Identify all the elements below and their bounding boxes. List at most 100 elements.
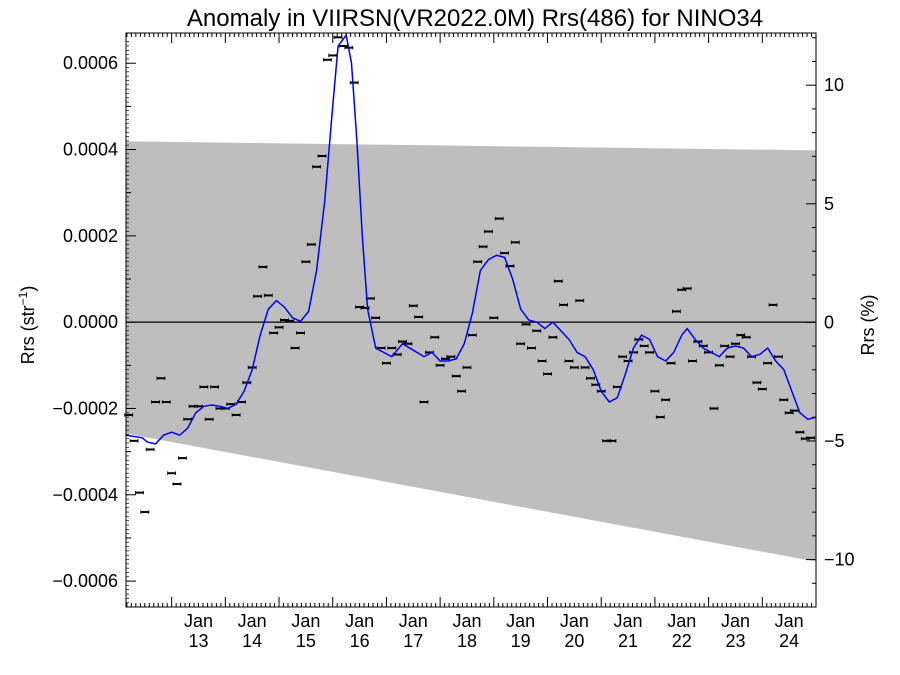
data-point	[516, 341, 526, 346]
data-point	[639, 344, 649, 348]
data-point	[741, 335, 751, 340]
data-point	[623, 359, 633, 363]
data-point	[199, 385, 209, 389]
x-tick-label: Jan	[721, 611, 750, 631]
data-point	[569, 365, 579, 370]
x-tick-label: Jan	[452, 611, 481, 631]
x-tick-label-year: 16	[350, 631, 370, 651]
data-point	[161, 400, 171, 404]
data-point	[140, 510, 150, 514]
x-tick-label: Jan	[238, 611, 267, 631]
data-point	[768, 303, 778, 307]
data-point	[682, 286, 692, 291]
data-point	[763, 361, 773, 365]
data-point	[521, 322, 531, 327]
data-point	[382, 361, 391, 365]
data-point	[688, 359, 697, 363]
data-point	[618, 354, 628, 359]
y-left-tick-label: 0.0004	[63, 140, 118, 160]
data-point	[553, 279, 563, 283]
data-point	[435, 363, 445, 368]
x-tick-label: Jan	[667, 611, 696, 631]
monthly-points-layer	[124, 35, 816, 514]
data-point	[328, 53, 338, 58]
data-point	[543, 372, 552, 376]
data-point	[301, 259, 311, 264]
y-right-tick-label: 10	[824, 75, 844, 95]
y-left-tick-label: 0.0002	[63, 226, 118, 246]
x-tick-label: Jan	[399, 611, 428, 631]
y-right-tick-label: 0	[824, 312, 834, 332]
data-point	[473, 259, 483, 264]
y-left-axis-label: Rrs (str−1)	[16, 286, 38, 365]
data-point	[269, 331, 279, 335]
data-point	[709, 406, 719, 411]
data-point	[580, 365, 590, 370]
data-point	[489, 316, 499, 320]
uncertainty-band-layer	[126, 141, 816, 562]
data-point	[167, 471, 177, 476]
x-tick-label-year: 13	[188, 631, 208, 651]
data-point	[661, 398, 671, 402]
data-point	[548, 335, 558, 340]
data-point	[586, 376, 595, 381]
data-point	[408, 303, 418, 308]
data-point	[135, 490, 144, 495]
data-point	[129, 439, 139, 443]
y-left-tick-label: 0.0000	[63, 312, 118, 332]
y-left-axis-label-superscript: −1	[16, 291, 30, 305]
data-point	[795, 430, 805, 435]
data-point	[510, 240, 520, 245]
data-point	[231, 413, 241, 417]
data-point	[333, 35, 343, 40]
data-point	[650, 389, 660, 394]
data-point	[806, 436, 816, 440]
x-tick-label-year: 15	[296, 631, 316, 651]
data-point	[451, 374, 461, 378]
data-point	[671, 309, 681, 314]
data-point	[779, 398, 789, 402]
data-point	[478, 244, 488, 249]
y-left-tick-label: −0.0004	[52, 485, 118, 505]
data-point	[655, 415, 665, 419]
y-right-axis-label: Rrs (%)	[858, 295, 878, 356]
data-point	[645, 350, 654, 355]
data-point	[290, 346, 300, 350]
data-point	[204, 417, 214, 422]
y-right-tick-label: −5	[824, 431, 845, 451]
data-point	[559, 303, 569, 307]
data-point	[296, 331, 305, 335]
data-point	[467, 333, 477, 337]
data-point	[462, 365, 472, 370]
data-point	[757, 387, 767, 391]
data-point	[349, 80, 359, 85]
data-point	[285, 319, 295, 323]
x-tick-label: Jan	[506, 611, 535, 631]
x-tick-label-year: 24	[779, 631, 799, 651]
data-point	[274, 325, 284, 330]
data-point	[322, 57, 332, 62]
data-point	[532, 328, 542, 333]
x-tick-label-year: 18	[457, 631, 477, 651]
data-point	[575, 298, 585, 303]
data-point	[484, 229, 493, 234]
x-tick-label: Jan	[291, 611, 320, 631]
y-right-tick-label: −10	[824, 550, 855, 570]
x-tick-label: Jan	[560, 611, 589, 631]
y-left-tick-label: 0.0006	[63, 53, 118, 73]
data-point	[414, 315, 424, 319]
data-point	[607, 439, 617, 443]
y-right-axis-ticks: 10 5 0 −5 −10	[806, 37, 855, 608]
data-point	[537, 359, 547, 363]
data-point	[156, 376, 166, 381]
data-point	[210, 385, 219, 389]
data-point	[317, 154, 327, 158]
data-point	[263, 293, 273, 298]
data-point	[714, 363, 724, 368]
data-point	[177, 456, 187, 460]
data-point	[494, 216, 504, 221]
data-point	[500, 251, 509, 255]
data-point	[306, 242, 316, 247]
data-point	[629, 350, 638, 355]
